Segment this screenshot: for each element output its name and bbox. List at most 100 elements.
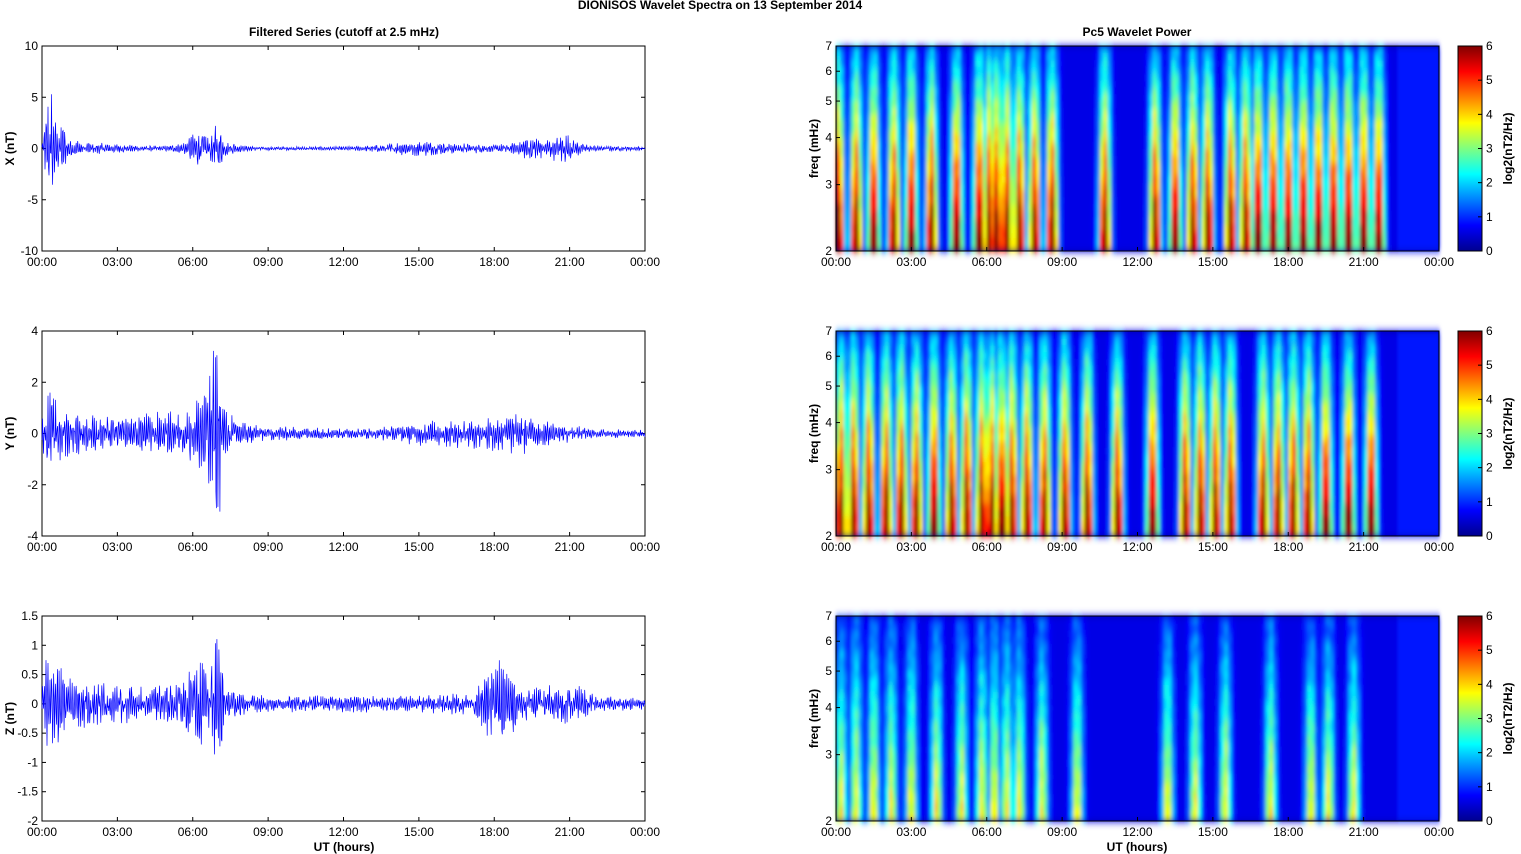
heatmap-cell xyxy=(1205,244,1210,252)
heatmap-cell xyxy=(1359,128,1365,136)
heatmap-cell xyxy=(903,80,909,88)
heatmap-cell xyxy=(1016,237,1022,245)
heatmap-cell xyxy=(1265,100,1270,109)
heatmap-cell xyxy=(1145,141,1150,150)
heatmap-cell xyxy=(1276,162,1282,170)
heatmap-cell xyxy=(994,128,999,136)
heatmap-cell xyxy=(1420,189,1425,197)
heatmap-cell xyxy=(1405,52,1410,61)
heatmap-cell xyxy=(839,66,845,74)
heatmap-cell xyxy=(847,189,852,197)
heatmap-cell xyxy=(1420,230,1425,238)
heatmap-cell xyxy=(990,216,995,225)
heatmap-cell xyxy=(1186,203,1191,211)
heatmap-cell xyxy=(1167,141,1173,150)
heatmap-cell xyxy=(1246,148,1252,156)
heatmap-cell xyxy=(1254,87,1259,95)
heatmap-cell xyxy=(1194,46,1199,54)
heatmap-cell xyxy=(1412,93,1417,102)
heatmap-cell xyxy=(1284,141,1289,150)
heatmap-cell xyxy=(1280,107,1286,115)
heatmap-cell xyxy=(1352,175,1357,184)
heatmap-cell xyxy=(1047,66,1052,74)
heatmap-cell xyxy=(922,230,928,238)
heatmap-cell xyxy=(1065,203,1071,211)
heatmap-cell xyxy=(1039,148,1044,156)
heatmap-cell xyxy=(1408,93,1414,102)
heatmap-cell xyxy=(1288,223,1293,232)
heatmap-cell xyxy=(1175,107,1180,115)
heatmap-cell xyxy=(949,182,954,191)
heatmap-cell xyxy=(1258,66,1263,74)
heatmap-cell xyxy=(1408,66,1414,74)
heatmap-cell xyxy=(1427,134,1433,143)
heatmap-cell xyxy=(839,454,845,462)
heatmap-cell xyxy=(1092,66,1097,74)
heatmap-cell xyxy=(1314,223,1319,232)
heatmap-cell xyxy=(1118,203,1124,211)
heatmap-cell xyxy=(1111,80,1116,88)
heatmap-cell xyxy=(990,182,995,191)
heatmap-cell xyxy=(847,210,852,218)
heatmap-cell xyxy=(986,216,992,225)
heatmap-cell xyxy=(1231,128,1237,136)
heatmap-cell xyxy=(892,66,897,74)
heatmap-cell xyxy=(945,107,950,115)
heatmap-cell xyxy=(1050,203,1056,211)
heatmap-cell xyxy=(1111,182,1116,191)
heatmap-cell xyxy=(1390,196,1395,204)
heatmap-cell xyxy=(1329,148,1335,156)
heatmap-cell xyxy=(900,134,905,143)
heatmap-cell xyxy=(1265,203,1270,211)
heatmap-cell xyxy=(1096,203,1101,211)
heatmap-cell xyxy=(907,59,912,68)
heatmap-cell xyxy=(1182,93,1188,102)
heatmap-cell xyxy=(1393,169,1399,177)
heatmap-cell xyxy=(1344,223,1350,232)
heatmap-cell xyxy=(1250,189,1255,197)
heatmap-cell xyxy=(937,128,943,136)
heatmap-cell xyxy=(1163,141,1169,150)
heatmap-cell xyxy=(911,175,916,184)
heatmap-cell xyxy=(1258,128,1263,136)
heatmap-cell xyxy=(1009,46,1014,54)
heatmap-cell xyxy=(1028,52,1033,61)
heatmap-cell xyxy=(1081,175,1086,184)
heatmap-cell xyxy=(1035,128,1041,136)
heatmap-cell xyxy=(1171,216,1176,225)
heatmap-cell xyxy=(1058,230,1063,238)
heatmap-cell xyxy=(1382,128,1387,136)
heatmap-cell xyxy=(1254,93,1259,102)
heatmap-cell xyxy=(1190,114,1195,122)
y-tick-label: 0 xyxy=(31,142,38,156)
heatmap-cell xyxy=(1186,121,1191,129)
heatmap-cell xyxy=(1276,216,1282,225)
heatmap-cell xyxy=(1431,80,1436,88)
heatmap-cell xyxy=(896,66,901,74)
heatmap-cell xyxy=(1337,46,1342,54)
heatmap-cell xyxy=(937,175,943,184)
heatmap-cell xyxy=(847,121,852,129)
heatmap-cell xyxy=(926,107,931,115)
heatmap-cell xyxy=(1299,59,1304,68)
heatmap-cell xyxy=(1133,230,1139,238)
heatmap-cell xyxy=(1103,237,1108,245)
heatmap-cell xyxy=(1276,46,1282,54)
heatmap-cell xyxy=(1405,93,1410,102)
heatmap-cell xyxy=(1216,148,1221,156)
heatmap-cell xyxy=(1069,237,1075,245)
heatmap-cell xyxy=(1337,162,1342,170)
heatmap-cell xyxy=(994,203,999,211)
heatmap-cell xyxy=(1122,237,1127,245)
heatmap-cell xyxy=(1420,66,1425,74)
heatmap-cell xyxy=(1273,148,1278,156)
heatmap-cell xyxy=(1390,203,1395,211)
heatmap-cell xyxy=(1386,189,1391,197)
heatmap-cell xyxy=(836,87,841,95)
heatmap-cell xyxy=(1344,155,1350,163)
heatmap-cell xyxy=(1209,169,1214,177)
heatmap-cell xyxy=(1024,100,1029,109)
heatmap-cell xyxy=(1416,203,1421,211)
heatmap-cell xyxy=(1194,141,1199,150)
heatmap-cell xyxy=(1160,237,1165,245)
